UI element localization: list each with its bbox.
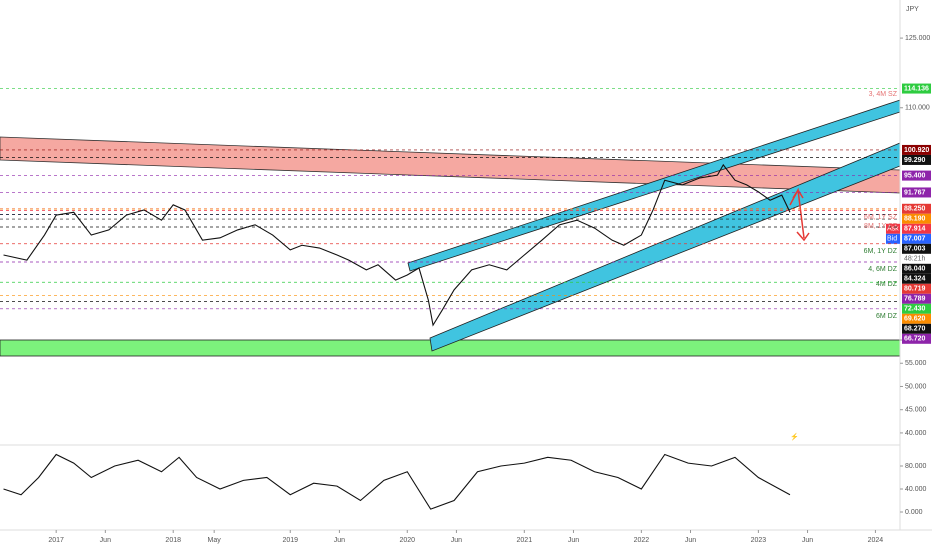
x-tick-label: Jun [451,537,462,544]
x-tick-label: 2017 [48,537,64,544]
level-label: 88.190 [904,216,926,223]
tag-label: Bid [887,236,897,243]
price-line [3,163,791,327]
zone-annotation: 4, 6M DZ [868,266,898,273]
level-label: 87.003 [904,246,926,253]
tag-box [886,223,900,234]
y-tick-label: 0.000 [905,509,923,516]
level-box [902,170,931,181]
level-label: 114.136 [904,85,929,92]
x-tick-label: 2021 [517,537,533,544]
level-box [902,283,931,294]
currency: JPY [906,6,919,13]
zone-annotation: 8M, 1Y SZ [864,223,898,230]
level-label: 69.620 [904,316,926,323]
y-tick-label: 80.000 [905,463,927,470]
y-tick-label: 50.000 [905,383,927,390]
x-tick-label: 2018 [165,537,181,544]
level-box [902,323,931,334]
level-box [902,233,931,244]
level-box [902,187,931,198]
x-tick-label: Jun [802,537,813,544]
level-label: 91.767 [904,189,926,196]
level-box [902,293,931,304]
level-label: 84.324 [904,276,926,283]
level-box [902,83,931,94]
forecast-arrow [789,187,810,242]
price-line [3,453,791,510]
level-box [902,303,931,314]
zone-annotation: 6M, 1Y DZ [864,248,898,255]
x-tick-label: 2022 [634,537,650,544]
y-tick-label: 45.000 [905,407,927,414]
level-box [902,333,931,344]
x-tick-label: Jun [568,537,579,544]
x-tick-label: 2020 [399,537,415,544]
countdown: 48:21h [904,256,926,263]
level-label: 87.007 [904,236,926,243]
level-box [902,223,931,234]
zone-annotation: 3, 4M SZ [869,91,898,98]
zone-annotation: 4M DZ [876,281,898,288]
x-tick-label: 2019 [282,537,298,544]
y-tick-label: 55.000 [905,360,927,367]
level-box [902,313,931,324]
level-label: 80.719 [904,286,926,293]
level-label: 66.720 [904,336,926,343]
level-label: 72.430 [904,306,926,313]
level-label: 86.040 [904,266,926,273]
tag-box [886,233,900,244]
x-tick-label: 2024 [868,537,884,544]
zone-annotation: 6M, 1Y SZ [864,214,898,221]
level-box [902,144,931,155]
level-box [902,263,931,274]
level-box [902,273,931,284]
zone-annotation: 6M DZ [876,313,898,320]
level-label: 99.290 [904,157,926,164]
x-tick-label: Jun [334,537,345,544]
y-tick-label: 40.000 [905,486,927,493]
x-tick-label: Jun [100,537,111,544]
level-label: 87.914 [904,226,926,233]
y-tick-label: 125.000 [905,35,930,42]
y-tick-label: 110.000 [905,105,930,112]
level-label: 76.789 [904,296,926,303]
tv-icon: ⚡ [790,432,799,441]
y-tick-label: 40.000 [905,430,927,437]
level-label: 95.400 [904,172,926,179]
level-box [902,203,931,214]
level-label: 88.250 [904,206,926,213]
level-box [902,154,931,165]
tag-label: Ask [887,226,899,233]
level-label: 100.920 [904,147,929,154]
level-label: 68.270 [904,326,926,333]
level-box [902,243,931,254]
x-tick-label: Jun [685,537,696,544]
x-tick-label: May [208,537,222,544]
level-box [902,213,931,224]
x-tick-label: 2023 [751,537,767,544]
